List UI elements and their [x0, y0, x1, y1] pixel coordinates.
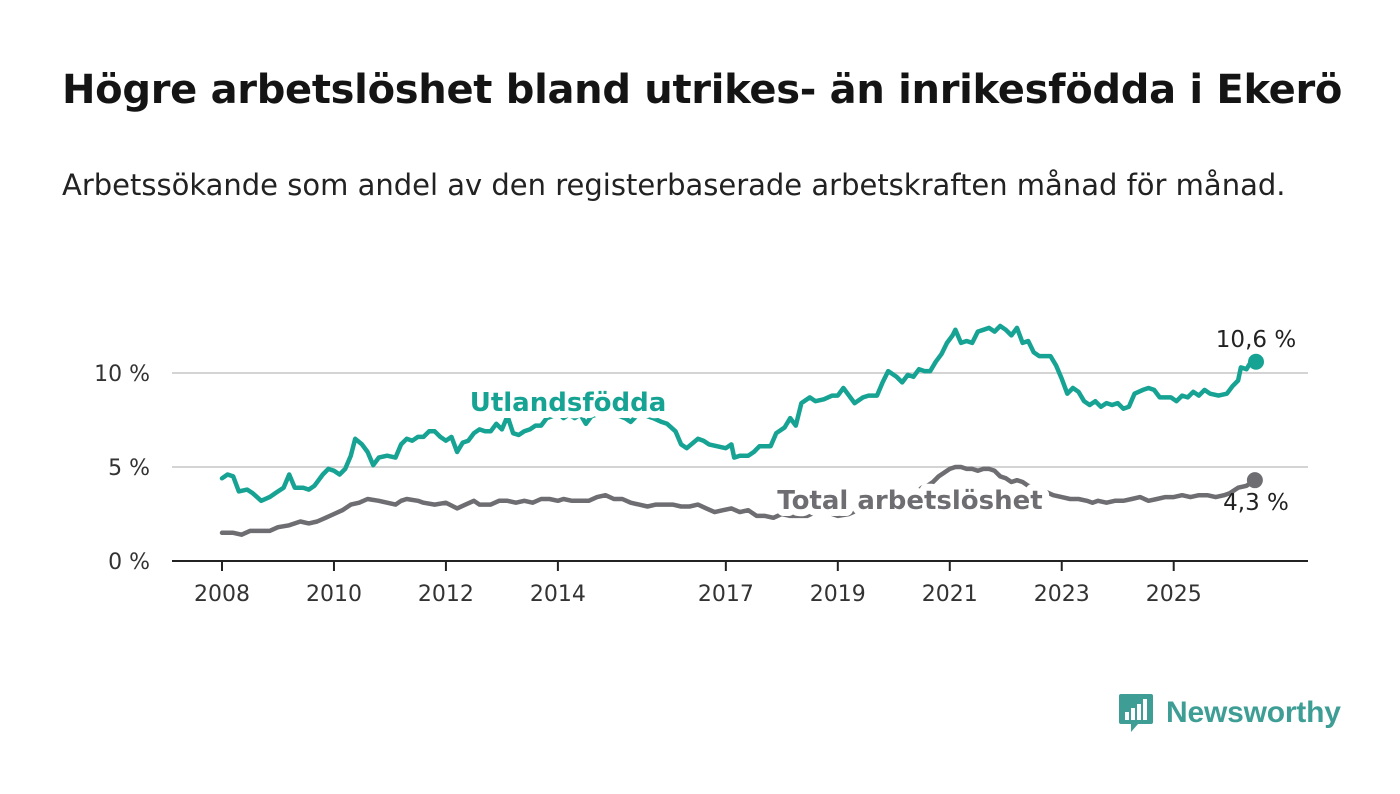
- series-name-label: Utlandsfödda: [470, 388, 667, 418]
- series-line-0: [219, 323, 1259, 504]
- x-tick-label: 2025: [1146, 582, 1202, 607]
- y-axis-ticks: 0 % 5 % 10 %: [94, 362, 150, 575]
- x-tick-label: 2023: [1034, 582, 1090, 607]
- series-endpoint-0: [1248, 353, 1264, 370]
- series-end-value-label: 10,6 %: [1216, 327, 1296, 353]
- chart-title: Högre arbetslöshet bland utrikes- än inr…: [62, 67, 1343, 113]
- series-label-halo: Total arbetslöshet: [777, 486, 1042, 516]
- series-label-halo: Utlandsfödda: [470, 388, 667, 418]
- y-tick-label: 5 %: [108, 456, 150, 481]
- series-endpoint-1: [1246, 472, 1263, 489]
- y-tick-label: 10 %: [94, 362, 150, 387]
- series-lines: [219, 323, 1264, 537]
- series-end-value-label: 4,3 %: [1223, 490, 1289, 516]
- x-tick-label: 2012: [418, 582, 474, 607]
- newsworthy-logo: Newsworthy: [1118, 690, 1341, 736]
- x-tick-label: 2019: [810, 582, 866, 607]
- x-axis-ticks: 2008 2010 2012 2014 2017 2019 2021 2023 2025: [194, 561, 1202, 607]
- x-tick-label: 2010: [306, 582, 362, 607]
- grid-lines: [172, 372, 1308, 468]
- bar-chart-speech-bubble-icon: [1119, 694, 1153, 732]
- y-tick-label: 0 %: [108, 550, 150, 575]
- logo-text: Newsworthy: [1166, 696, 1341, 729]
- x-tick-label: 2017: [698, 582, 754, 607]
- series-name-label: Total arbetslöshet: [777, 486, 1042, 516]
- x-tick-label: 2021: [922, 582, 978, 607]
- x-tick-label: 2008: [194, 582, 250, 607]
- series-line-1: [219, 464, 1258, 537]
- x-tick-label: 2014: [530, 582, 586, 607]
- chart-subtitle: Arbetssökande som andel av den registerb…: [62, 168, 1286, 202]
